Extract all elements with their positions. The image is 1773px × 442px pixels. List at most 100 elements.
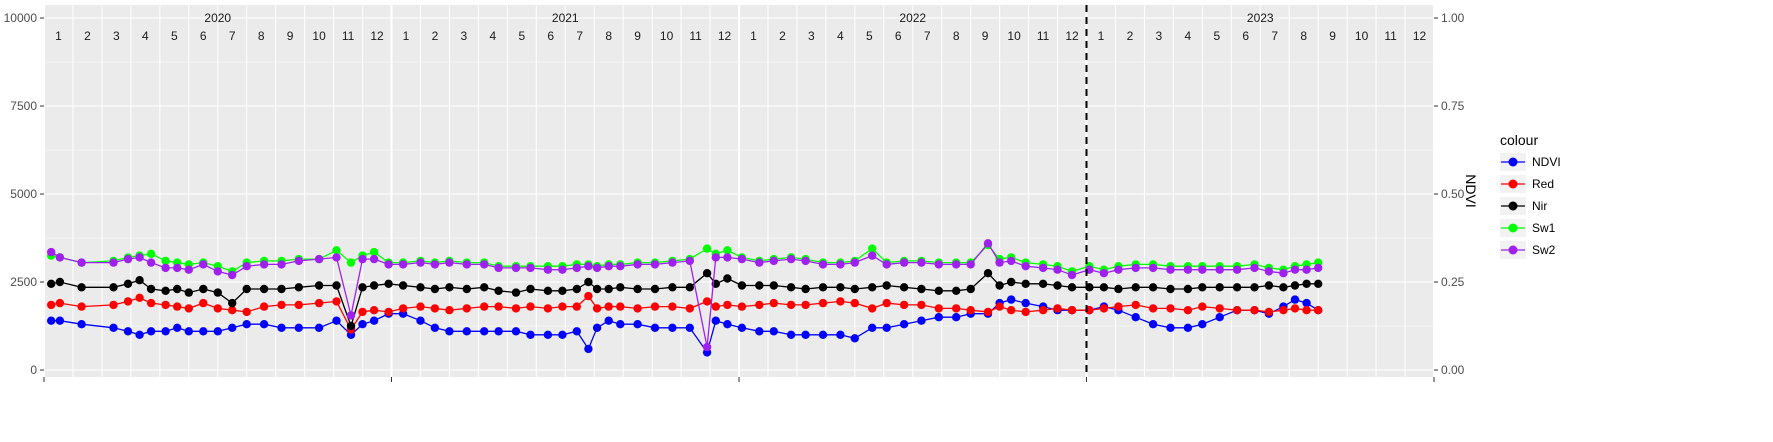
data-point-nir bbox=[526, 284, 535, 294]
data-point-nir bbox=[755, 281, 764, 290]
data-point-ndvi bbox=[55, 316, 65, 325]
month-label: 1 bbox=[1098, 29, 1105, 43]
month-label: 12 bbox=[370, 29, 384, 43]
data-point-red bbox=[480, 302, 489, 311]
data-point-sw2 bbox=[983, 239, 993, 248]
data-point-ndvi bbox=[173, 323, 182, 332]
data-point-sw2 bbox=[173, 263, 182, 273]
data-point-sw2 bbox=[109, 258, 118, 267]
data-point-red bbox=[769, 298, 778, 308]
data-point-ndvi bbox=[332, 316, 341, 325]
data-point-red bbox=[55, 298, 65, 308]
data-point-red bbox=[668, 302, 677, 311]
data-point-red bbox=[917, 300, 926, 310]
year-label: 2021 bbox=[552, 11, 579, 25]
data-point-sw2 bbox=[668, 258, 677, 267]
data-point-sw2 bbox=[199, 260, 208, 269]
data-point-ndvi bbox=[445, 327, 454, 336]
data-point-ndvi bbox=[543, 330, 553, 339]
data-point-nir bbox=[55, 277, 65, 287]
data-point-nir bbox=[1114, 284, 1123, 294]
data-point-ndvi bbox=[616, 320, 625, 329]
data-point-sw1 bbox=[868, 244, 877, 253]
data-point-ndvi bbox=[836, 330, 845, 339]
year-label: 2023 bbox=[1247, 11, 1274, 25]
data-point-ndvi bbox=[259, 320, 269, 329]
month-label: 2 bbox=[779, 29, 786, 43]
data-point-ndvi bbox=[199, 327, 208, 336]
month-label: 5 bbox=[866, 29, 873, 43]
data-point-ndvi bbox=[711, 316, 720, 325]
y2-axis-title: NDVI bbox=[1463, 174, 1479, 207]
data-point-sw2 bbox=[1148, 263, 1158, 273]
data-point-red bbox=[1314, 306, 1323, 315]
data-point-red bbox=[1279, 306, 1288, 315]
data-point-red bbox=[369, 306, 379, 315]
data-point-ndvi bbox=[917, 316, 926, 325]
data-point-red bbox=[1148, 304, 1158, 313]
data-point-nir bbox=[850, 284, 859, 294]
data-point-sw1 bbox=[346, 258, 356, 267]
month-label: 12 bbox=[1065, 29, 1079, 43]
data-point-sw2 bbox=[737, 254, 747, 264]
data-point-ndvi bbox=[934, 313, 943, 322]
data-point-nir bbox=[952, 286, 961, 295]
month-label: 10 bbox=[312, 29, 326, 43]
data-point-sw2 bbox=[1314, 263, 1323, 273]
data-point-sw2 bbox=[526, 263, 535, 273]
y2-tick-label: 0.00 bbox=[1441, 363, 1465, 377]
data-point-ndvi bbox=[228, 323, 237, 332]
data-point-nir bbox=[462, 284, 471, 294]
data-point-nir bbox=[184, 288, 193, 297]
data-point-red bbox=[511, 304, 521, 313]
data-point-ndvi bbox=[161, 327, 170, 336]
data-point-sw2 bbox=[462, 260, 471, 269]
data-point-red bbox=[1038, 306, 1048, 315]
y-tick-label: 7500 bbox=[10, 99, 37, 113]
data-point-red bbox=[755, 300, 764, 310]
data-point-ndvi bbox=[123, 327, 133, 336]
data-point-nir bbox=[314, 281, 324, 290]
month-label: 11 bbox=[1037, 29, 1050, 43]
data-point-sw2 bbox=[1183, 265, 1193, 274]
data-point-sw2 bbox=[346, 311, 356, 320]
data-point-ndvi bbox=[592, 323, 602, 332]
data-point-sw2 bbox=[882, 260, 891, 269]
data-point-ndvi bbox=[685, 323, 694, 332]
data-point-red bbox=[199, 298, 208, 308]
data-point-sw2 bbox=[1302, 265, 1311, 274]
series-nir bbox=[47, 269, 1323, 331]
data-point-nir bbox=[1131, 283, 1140, 292]
data-point-nir bbox=[259, 284, 269, 294]
data-point-sw2 bbox=[702, 342, 712, 352]
month-label: 3 bbox=[461, 29, 468, 43]
data-point-red bbox=[47, 300, 56, 310]
data-point-nir bbox=[786, 283, 796, 292]
month-label: 8 bbox=[953, 29, 960, 43]
data-point-red bbox=[737, 302, 747, 311]
y2-tick-label: 0.25 bbox=[1441, 275, 1465, 289]
data-point-nir bbox=[558, 286, 567, 295]
data-point-ndvi bbox=[1148, 320, 1158, 329]
data-point-sw2 bbox=[543, 265, 553, 274]
data-point-sw2 bbox=[1232, 265, 1242, 274]
data-point-nir bbox=[135, 276, 144, 285]
data-point-nir bbox=[494, 286, 503, 295]
data-point-nir bbox=[161, 286, 170, 295]
data-point-sw2 bbox=[723, 253, 732, 262]
data-point-nir bbox=[1148, 283, 1158, 292]
month-label: 4 bbox=[837, 29, 844, 43]
data-point-red bbox=[259, 302, 269, 311]
data-point-sw2 bbox=[917, 258, 926, 267]
month-label: 3 bbox=[808, 29, 815, 43]
data-point-sw2 bbox=[259, 260, 269, 269]
data-point-sw2 bbox=[1264, 267, 1274, 276]
data-point-red bbox=[1114, 302, 1123, 311]
data-point-sw2 bbox=[494, 263, 503, 273]
month-label: 4 bbox=[142, 29, 149, 43]
data-point-nir bbox=[668, 283, 677, 292]
month-label: 10 bbox=[1355, 29, 1369, 43]
y-tick-label: 5000 bbox=[10, 187, 37, 201]
data-point-nir bbox=[1007, 277, 1016, 287]
data-point-ndvi bbox=[899, 320, 909, 329]
